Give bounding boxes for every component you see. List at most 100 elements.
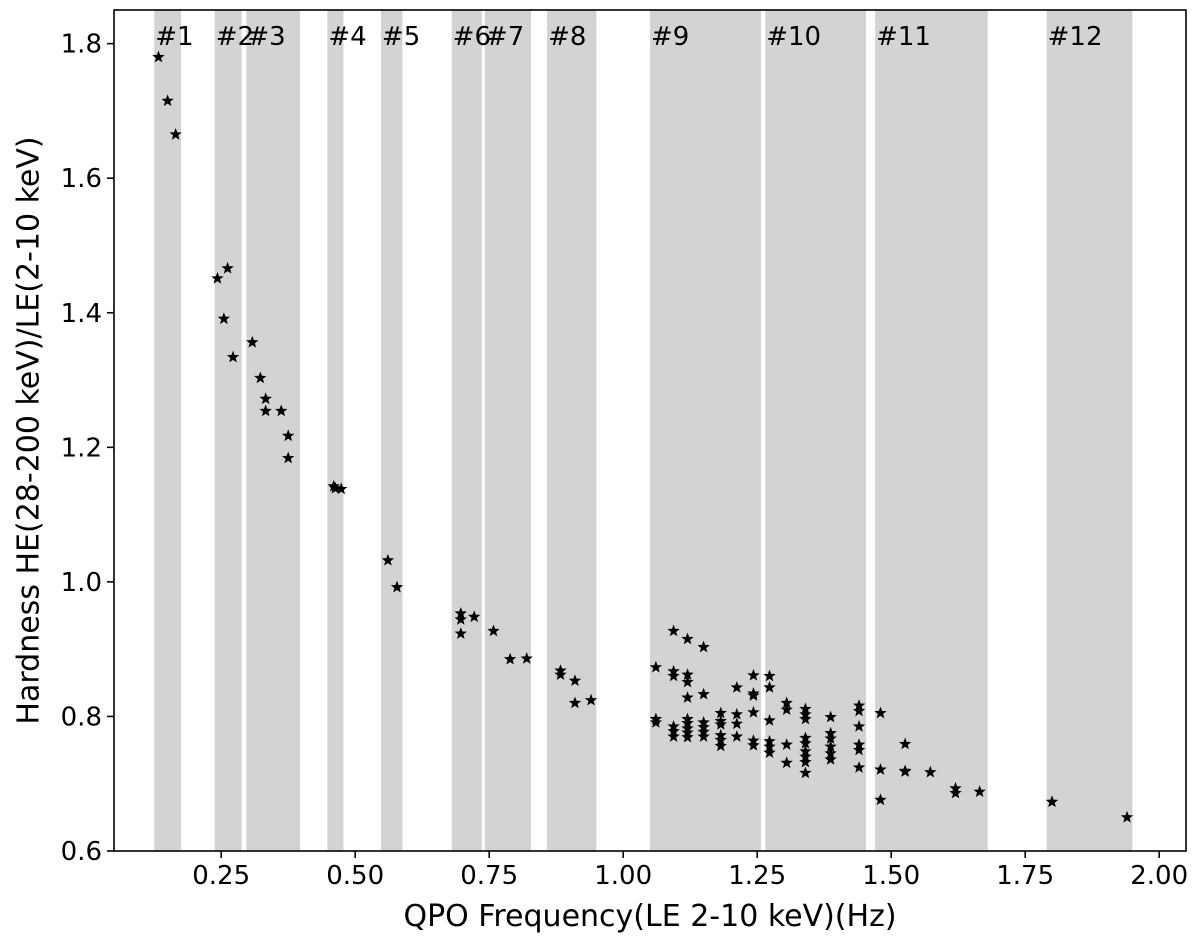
data-point [874, 763, 887, 775]
band-1 [154, 10, 181, 851]
data-point [973, 785, 986, 798]
band-12 [1046, 10, 1133, 851]
data-point [468, 610, 481, 623]
data-point [780, 703, 793, 715]
data-point [649, 660, 663, 673]
data-point [763, 746, 776, 759]
data-point [852, 743, 866, 756]
band-label-8: #8 [548, 22, 586, 52]
y-tick-label: 0.6 [61, 837, 102, 867]
data-point [282, 451, 295, 464]
band-label-1: #1 [155, 22, 193, 52]
data-point [667, 624, 680, 637]
band-label-2: #2 [216, 22, 254, 52]
data-point [667, 669, 680, 682]
data-point [454, 607, 467, 619]
data-point [730, 707, 744, 720]
data-point [780, 756, 793, 769]
data-point [763, 669, 776, 682]
data-point [217, 312, 231, 325]
data-point [874, 706, 887, 719]
data-point [226, 350, 240, 363]
band-label-10: #10 [766, 22, 821, 52]
y-axis-ticks: 0.6 0.8 1.0 1.2 1.4 1.6 1.8 [61, 30, 114, 867]
data-point [852, 761, 866, 773]
data-point [649, 716, 663, 728]
x-tick-label: 2.00 [1130, 861, 1188, 891]
data-point [824, 746, 837, 759]
data-point [780, 696, 793, 709]
band-label-12: #12 [1048, 22, 1103, 52]
data-point [161, 94, 174, 107]
x-tick-label: 0.50 [326, 861, 384, 891]
highlight-bands [154, 10, 1133, 851]
data-point [259, 392, 272, 405]
data-point [697, 687, 710, 700]
x-tick-label: 1.00 [594, 861, 652, 891]
data-point [246, 335, 259, 348]
band-label-6: #6 [453, 22, 491, 52]
x-tick-label: 0.25 [192, 861, 250, 891]
data-point [584, 693, 598, 706]
data-point [152, 50, 165, 63]
band-6 [451, 10, 482, 851]
data-point [824, 732, 837, 744]
data-point [454, 627, 467, 639]
x-tick-label: 1.75 [996, 861, 1054, 891]
plot-frame [113, 9, 1187, 852]
band-9 [650, 10, 761, 851]
data-point [211, 271, 224, 284]
y-tick-label: 1.6 [61, 164, 102, 194]
data-point [554, 668, 567, 680]
band-label-5: #5 [382, 22, 420, 52]
data-point [390, 580, 404, 593]
x-axis-ticks: 0.25 0.50 0.75 1.00 1.25 1.50 1.75 2.00 [192, 851, 1188, 891]
data-point [681, 668, 694, 680]
data-point [503, 652, 517, 665]
data-point [1045, 795, 1059, 808]
data-point [799, 755, 812, 768]
band-labels: #1 #2#3 #4 #5 #6#7 #8 #9 #10 #11 #12 [155, 22, 1102, 52]
data-point [949, 786, 962, 799]
data-point [799, 736, 812, 749]
data-point [667, 730, 680, 742]
data-point [763, 681, 776, 693]
data-point [697, 730, 710, 742]
band-8 [547, 10, 597, 851]
band-4 [327, 10, 344, 851]
data-point [381, 553, 395, 566]
y-tick-label: 1.4 [61, 299, 102, 329]
band-label-9: #9 [651, 22, 689, 52]
band-label-3: #3 [247, 22, 285, 52]
data-point [799, 712, 812, 725]
band-11 [875, 10, 988, 851]
data-point [747, 668, 760, 681]
data-point [275, 404, 288, 417]
data-point [335, 482, 348, 495]
data-point [730, 717, 744, 730]
y-tick-label: 0.8 [61, 702, 102, 732]
data-point [730, 681, 744, 693]
data-point [747, 689, 760, 701]
data-point [852, 704, 866, 717]
data-point [454, 613, 467, 625]
data-point [763, 713, 776, 726]
data-point [747, 705, 760, 718]
y-tick-label: 1.0 [61, 568, 102, 598]
band-3 [246, 10, 300, 851]
data-point [221, 261, 234, 274]
data-point [681, 691, 694, 703]
data-point [747, 738, 760, 751]
data-point [824, 740, 837, 752]
data-point [697, 640, 710, 653]
band-5 [380, 10, 403, 851]
data-point [169, 127, 182, 140]
data-point [714, 733, 727, 746]
data-point [1120, 810, 1134, 823]
data-point [714, 739, 727, 752]
data-point [763, 740, 776, 752]
band-label-4: #4 [328, 22, 366, 52]
y-tick-label: 1.2 [61, 433, 102, 463]
data-point [799, 766, 812, 779]
